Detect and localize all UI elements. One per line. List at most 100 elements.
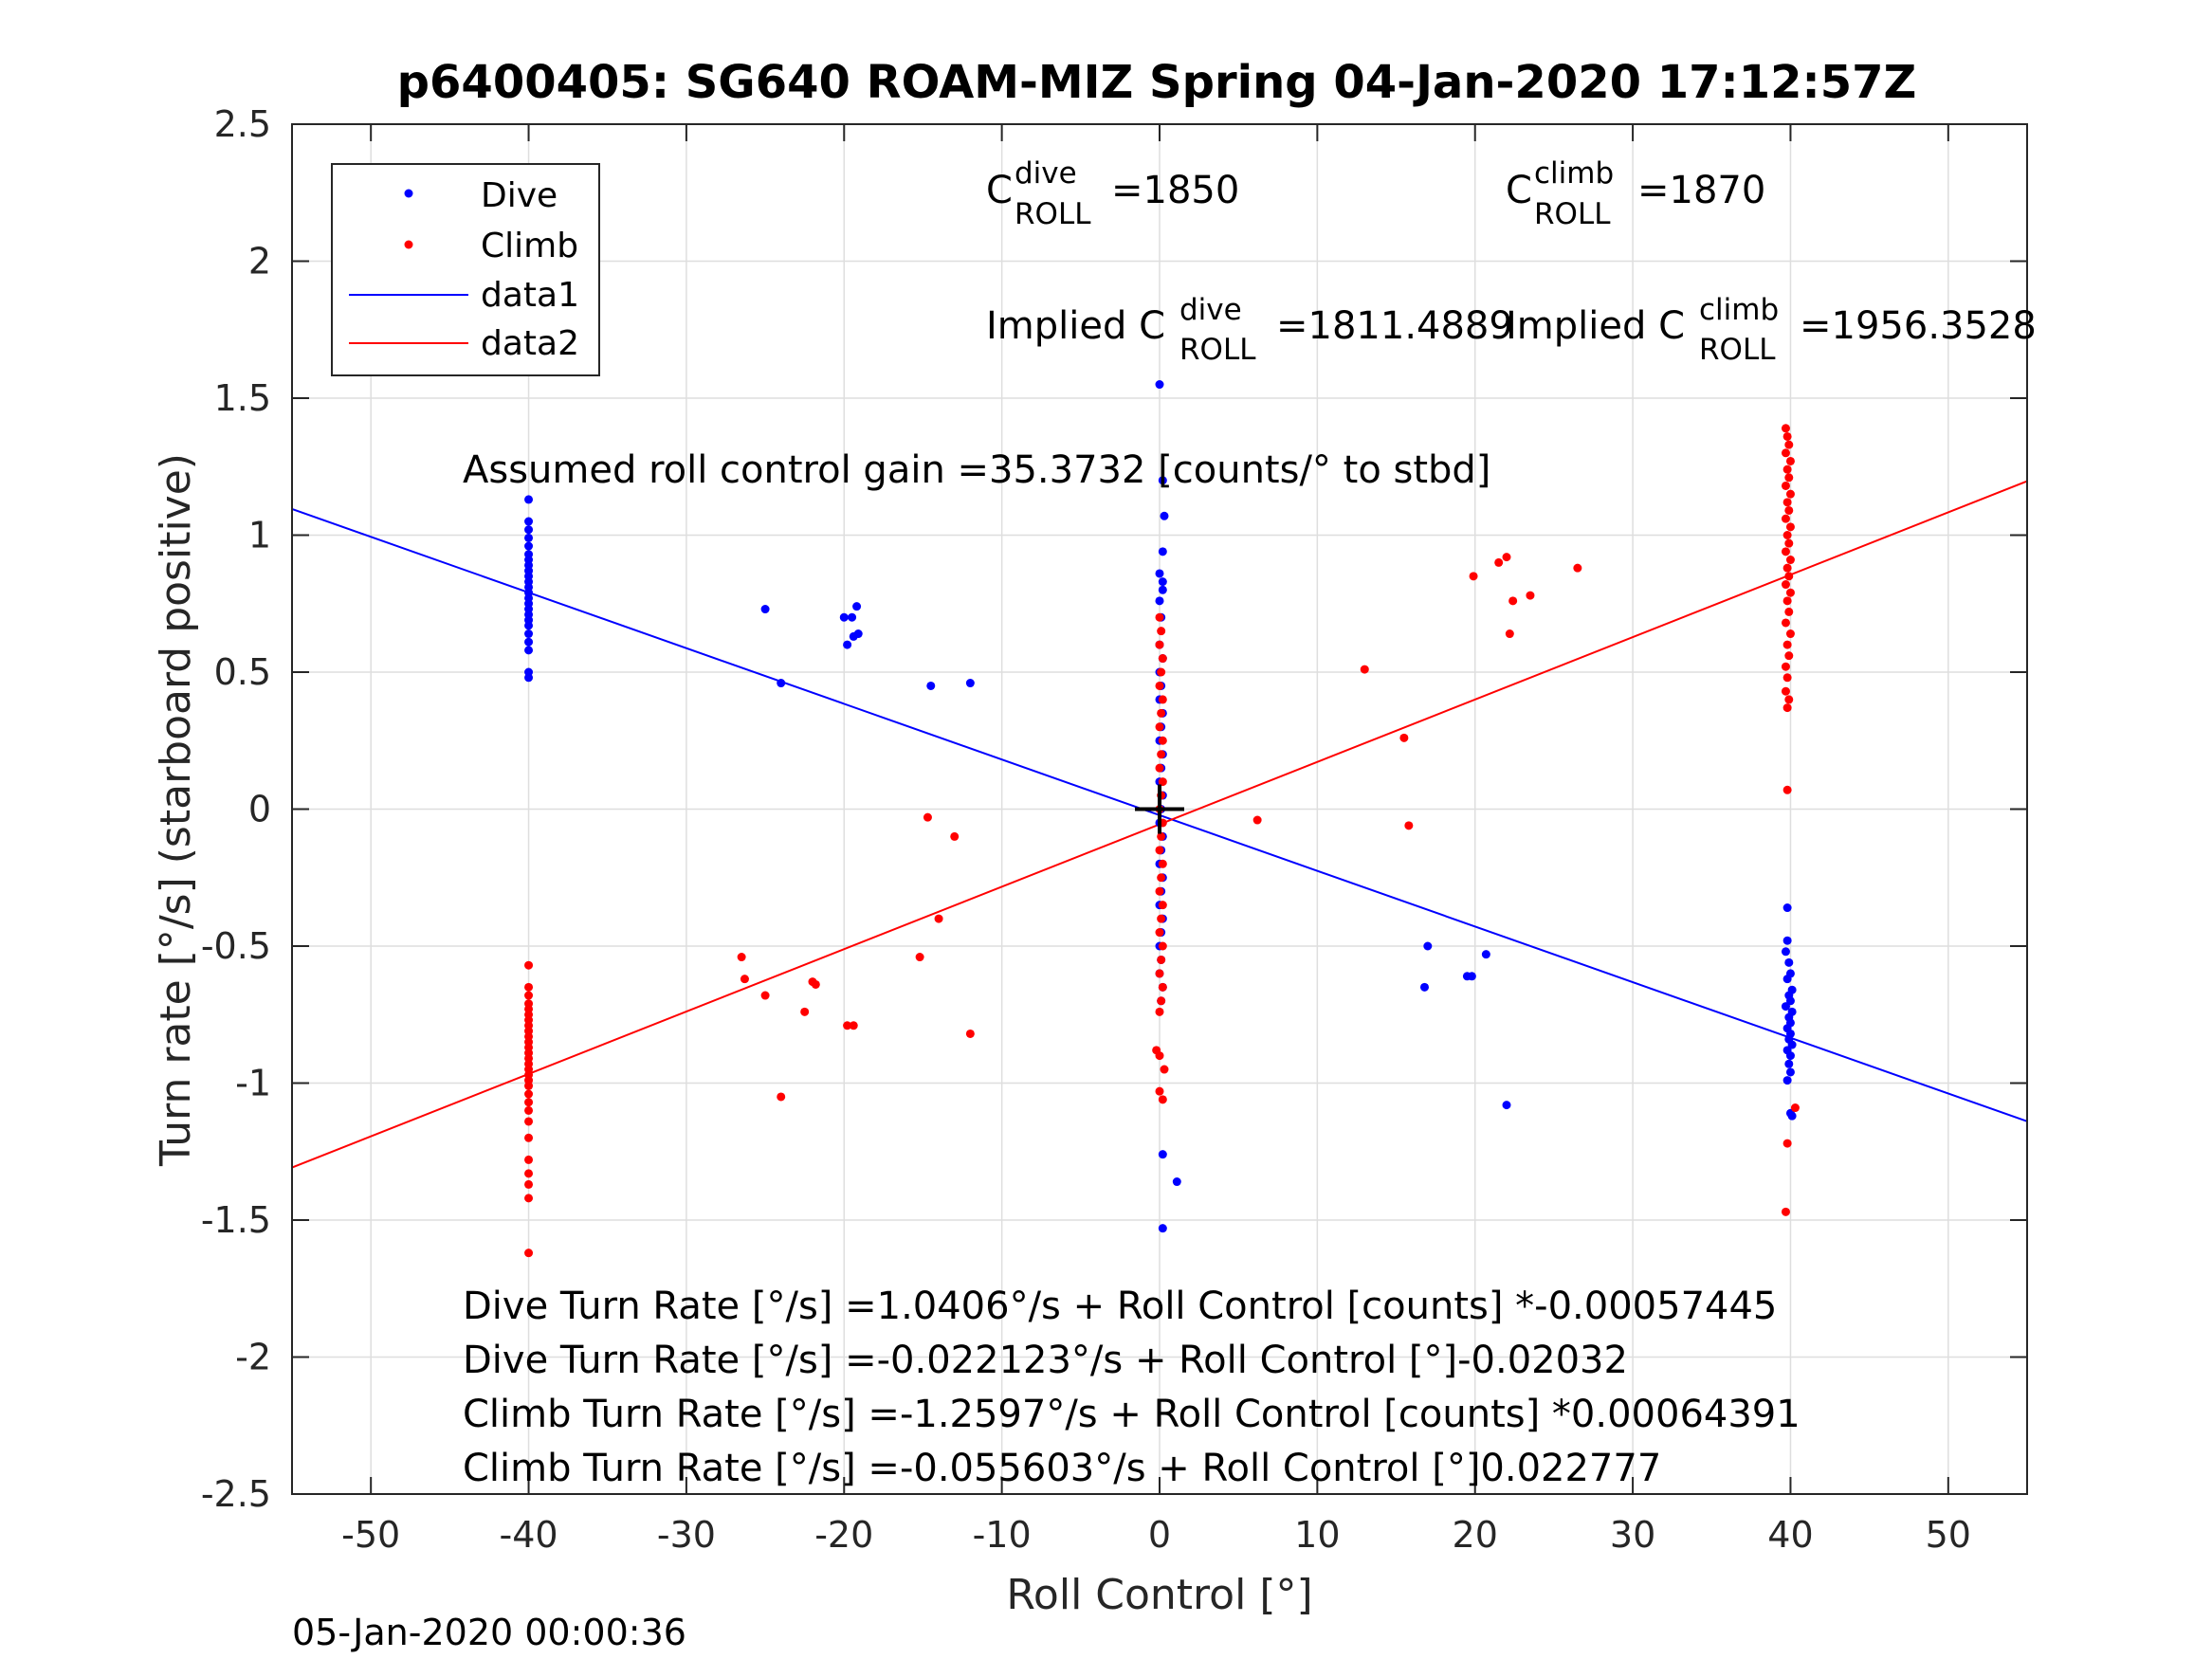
climb-point [1785,489,1795,499]
climb-point [1158,777,1167,787]
climb-point [1158,901,1167,910]
climb-point [1781,618,1790,628]
dive-point [760,605,770,614]
climb-point [849,1021,858,1030]
dive-point [524,646,534,655]
dive-point [1781,1002,1790,1012]
dive-point [1158,585,1167,594]
climb-point [524,1098,534,1107]
annotation-c-climb: C climb ROLL =1870 [1506,156,1765,231]
y-tick-label: -2.5 [201,1473,271,1515]
climb-point [1785,588,1795,597]
dive-point [1481,950,1490,959]
equation-dive-degrees: Dive Turn Rate [°/s] =-0.022123°/s + Rol… [463,1339,1628,1382]
climb-point [1404,821,1414,830]
dive-point [926,681,936,690]
climb-point [777,1092,786,1102]
equation-dive-counts: Dive Turn Rate [°/s] =1.0406°/s + Roll C… [463,1285,1777,1328]
dive-point [1423,941,1433,951]
climb-point [1157,955,1166,964]
implied-dive-value: =1811.4889 [1276,304,1513,348]
dive-point [524,629,534,639]
dive-point [524,673,534,683]
implied-dive-sub: ROLL [1179,333,1256,367]
climb-point [524,960,534,970]
chart-title: p6400405: SG640 ROAM-MIZ Spring 04-Jan-2… [397,56,1917,109]
y-tick-label: -1.5 [201,1199,271,1241]
legend: Dive Climb data1 data2 [331,163,600,376]
climb-point [524,1105,534,1115]
climb-point [1158,941,1167,951]
dive-point [1787,1111,1797,1121]
climb-point [524,1089,534,1099]
c-climb-prefix: C [1506,169,1532,212]
climb-point [1155,640,1164,649]
climb-point [1155,886,1164,896]
climb-point [934,914,943,923]
dive-point [1158,476,1167,485]
climb-point [1155,969,1164,978]
dive-point [1158,1224,1167,1233]
dive-point [852,602,862,611]
annotation-implied-dive: Implied C dive ROLL =1811.4889 [986,293,1513,367]
climb-point [524,1179,534,1189]
climb-point [1781,547,1790,556]
c-dive-sub: ROLL [1015,197,1091,231]
dive-point [1160,511,1169,520]
climb-point [1399,733,1409,742]
c-dive-value: =1850 [1111,169,1239,212]
climb-point [1157,708,1166,718]
x-tick-label: -30 [657,1514,716,1556]
climb-point [1784,505,1794,515]
dive-point [524,517,534,526]
legend-box [331,163,600,376]
climb-point [1155,846,1164,855]
x-tick-label: 50 [1926,1514,1971,1556]
climb-point [1155,722,1164,732]
y-axis-label: Turn rate [°/s] (starboard positive) [152,453,200,1167]
climb-point [1508,596,1518,606]
y-tick-label: 1 [248,515,271,556]
y-tick-label: 0.5 [214,651,271,693]
climb-point [524,982,534,992]
dive-point [839,612,849,622]
dive-point [777,679,786,688]
climb-point [1782,431,1792,441]
climb-point [1157,667,1166,677]
y-tick-label: 2 [248,241,271,283]
implied-climb-sub: ROLL [1699,333,1776,367]
climb-point [1785,556,1795,565]
legend-climb-marker [404,240,413,249]
climb-point [1782,640,1792,649]
dive-point [1784,957,1794,967]
climb-point [1157,873,1166,883]
climb-point [1158,654,1167,664]
implied-climb-prefix: Implied C [1506,304,1685,348]
climb-point [524,1249,534,1258]
c-climb-sub: ROLL [1534,197,1611,231]
climb-point [1781,448,1790,458]
climb-point [1505,629,1514,639]
dive-point [1781,947,1790,957]
x-tick-label: -40 [500,1514,558,1556]
dive-point [848,612,857,622]
implied-dive-prefix: Implied C [986,304,1165,348]
climb-point [1785,456,1795,465]
legend-data1-label: data1 [481,276,579,315]
climb-point [1782,465,1792,474]
climb-point [1784,572,1794,581]
legend-data2-label: data2 [481,324,579,363]
dive-point [524,621,534,630]
dive-point [1785,1067,1795,1077]
climb-point [1155,928,1164,938]
dive-point [1419,982,1429,992]
dive-point [1782,975,1792,984]
climb-point [1155,1086,1164,1096]
x-tick-label: -50 [341,1514,400,1556]
climb-point [1781,514,1790,523]
climb-point [1784,651,1794,661]
annotation-implied-climb: Implied C climb ROLL =1956.3528 [1506,293,2037,367]
climb-point [737,953,746,962]
climb-point [524,1081,534,1090]
